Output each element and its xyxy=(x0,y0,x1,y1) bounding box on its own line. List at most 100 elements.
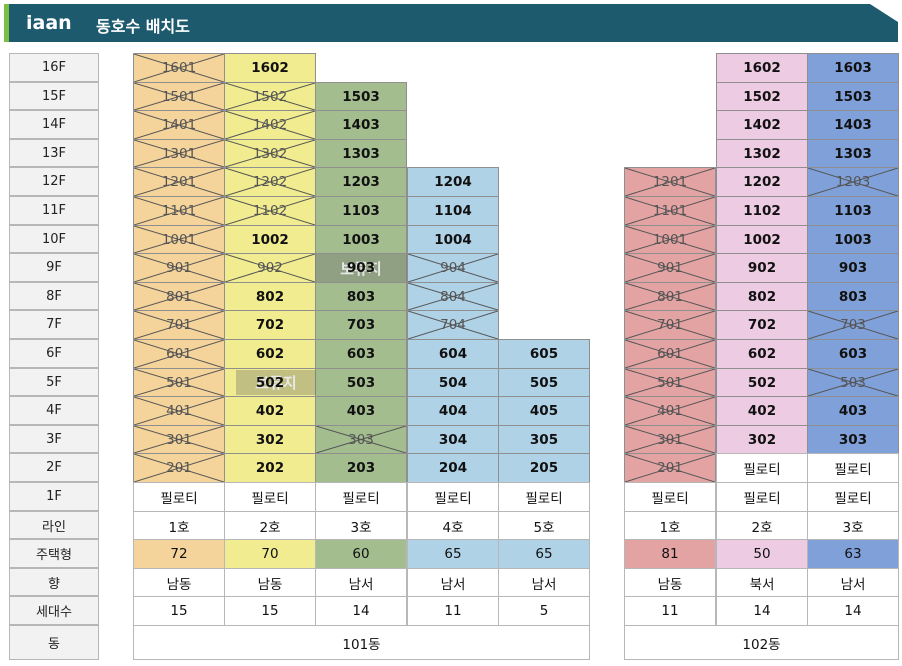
unit-cell[interactable]: 602 xyxy=(716,339,808,369)
unit-cell-crossed[interactable]: 501 xyxy=(624,368,716,397)
unit-cell[interactable]: 1503 xyxy=(807,82,899,111)
unit-cell[interactable]: 402 xyxy=(716,396,808,426)
unit-cell[interactable]: 1003 xyxy=(807,225,899,254)
unit-cell[interactable]: 403 xyxy=(315,396,407,426)
unit-cell-crossed[interactable]: 601 xyxy=(624,339,716,369)
unit-cell[interactable]: 403 xyxy=(807,396,899,426)
unit-cell-crossed[interactable]: 704 xyxy=(407,310,499,340)
unit-cell-crossed[interactable]: 1301 xyxy=(133,139,225,168)
unit-cell-crossed[interactable]: 1401 xyxy=(133,110,225,140)
unit-cell-crossed[interactable]: 401 xyxy=(624,396,716,426)
unit-cell-crossed[interactable]: 601 xyxy=(133,339,225,369)
unit-cell[interactable]: 305 xyxy=(498,425,590,454)
unit-cell-crossed[interactable]: 701 xyxy=(133,310,225,340)
unit-cell[interactable]: 902 xyxy=(716,253,808,283)
unit-cell[interactable]: 605 xyxy=(498,339,590,369)
unit-cell[interactable]: 1203 xyxy=(315,167,407,197)
unit-cell[interactable]: 1303 xyxy=(807,139,899,168)
unit-cell-crossed[interactable]: 703 xyxy=(807,310,899,340)
unit-cell-crossed[interactable]: 1203 xyxy=(807,167,899,197)
unit-cell-crossed[interactable]: 501 xyxy=(133,368,225,397)
unit-cell[interactable]: 503 xyxy=(315,368,407,397)
unit-cell[interactable]: 803 xyxy=(807,282,899,311)
unit-cell-crossed[interactable]: 904 xyxy=(407,253,499,283)
unit-cell-crossed[interactable]: 401 xyxy=(133,396,225,426)
unit-cell[interactable]: 502 xyxy=(716,368,808,397)
unit-cell[interactable]: 1103 xyxy=(315,196,407,226)
unit-cell[interactable]: 304 xyxy=(407,425,499,454)
unit-cell[interactable]: 302 xyxy=(224,425,316,454)
unit-cell[interactable]: 604 xyxy=(407,339,499,369)
unit-cell[interactable]: 1002 xyxy=(716,225,808,254)
unit-cell[interactable]: 1403 xyxy=(807,110,899,140)
unit-cell-crossed[interactable]: 301 xyxy=(133,425,225,454)
unit-cell[interactable]: 504 xyxy=(407,368,499,397)
unit-cell[interactable]: 802 xyxy=(224,282,316,311)
unit-cell-crossed[interactable]: 1201 xyxy=(133,167,225,197)
unit-cell-crossed[interactable]: 1402 xyxy=(224,110,316,140)
unit-cell[interactable]: 202 xyxy=(224,453,316,483)
unit-cell-crossed[interactable]: 1501 xyxy=(133,82,225,111)
unit-cell[interactable]: 1103 xyxy=(807,196,899,226)
unit-cell-crossed[interactable]: 1202 xyxy=(224,167,316,197)
unit-cell[interactable]: 1602 xyxy=(716,53,808,83)
unit-cell-crossed[interactable]: 201 xyxy=(624,453,716,483)
unit-cell-crossed[interactable]: 503 xyxy=(807,368,899,397)
unit-cell[interactable]: 1502 xyxy=(716,82,808,111)
unit-cell[interactable]: 405 xyxy=(498,396,590,426)
unit-cell[interactable]: 1104 xyxy=(407,196,499,226)
unit-cell-crossed[interactable]: 303 xyxy=(315,425,407,454)
unit-cell[interactable]: 903 xyxy=(807,253,899,283)
unit-cell-crossed[interactable]: 301 xyxy=(624,425,716,454)
unit-cell-crossed[interactable]: 201 xyxy=(133,453,225,483)
unit-cell[interactable]: 1303 xyxy=(315,139,407,168)
unit-cell[interactable]: 703 xyxy=(315,310,407,340)
unit-cell[interactable]: 1202 xyxy=(716,167,808,197)
unit-cell[interactable]: 802 xyxy=(716,282,808,311)
unit-cell-crossed[interactable]: 804 xyxy=(407,282,499,311)
unit-cell[interactable]: 204 xyxy=(407,453,499,483)
unit-cell[interactable]: 1602 xyxy=(224,53,316,83)
unit-cell-crossed[interactable]: 901 xyxy=(624,253,716,283)
unit-cell[interactable]: 1002 xyxy=(224,225,316,254)
unit-cell-crossed[interactable]: 1601 xyxy=(133,53,225,83)
unit-cell[interactable]: 1403 xyxy=(315,110,407,140)
unit-cell[interactable]: 1102 xyxy=(716,196,808,226)
unit-cell[interactable]: 1302 xyxy=(716,139,808,168)
unit-cell-crossed[interactable]: 801 xyxy=(624,282,716,311)
unit-cell[interactable]: 1603 xyxy=(807,53,899,83)
unit-cell-crossed[interactable]: 901 xyxy=(133,253,225,283)
unit-cell-crossed[interactable]: 1502 xyxy=(224,82,316,111)
unit-cell-crossed[interactable]: 1001 xyxy=(133,225,225,254)
unit-cell[interactable]: 505 xyxy=(498,368,590,397)
unit-cell[interactable]: 603 xyxy=(807,339,899,369)
unit-cell-crossed[interactable]: 701 xyxy=(624,310,716,340)
unit-cell[interactable]: 903 xyxy=(315,253,407,283)
unit-number: 503 xyxy=(840,374,866,391)
unit-cell-crossed[interactable]: 1001 xyxy=(624,225,716,254)
unit-cell-crossed[interactable]: 1101 xyxy=(624,196,716,226)
unit-cell-crossed[interactable]: 1201 xyxy=(624,167,716,197)
unit-cell-crossed[interactable]: 1102 xyxy=(224,196,316,226)
unit-cell[interactable]: 603 xyxy=(315,339,407,369)
unit-cell-crossed[interactable]: 1302 xyxy=(224,139,316,168)
unit-cell[interactable]: 602 xyxy=(224,339,316,369)
unit-cell[interactable]: 702 xyxy=(224,310,316,340)
unit-cell[interactable]: 702 xyxy=(716,310,808,340)
unit-cell[interactable]: 303 xyxy=(807,425,899,454)
unit-cell[interactable]: 402 xyxy=(224,396,316,426)
unit-cell[interactable]: 1503 xyxy=(315,82,407,111)
unit-cell[interactable]: 1003 xyxy=(315,225,407,254)
unit-cell[interactable]: 205 xyxy=(498,453,590,483)
unit-cell-crossed[interactable]: 902 xyxy=(224,253,316,283)
unit-cell[interactable]: 1402 xyxy=(716,110,808,140)
unit-cell[interactable]: 803 xyxy=(315,282,407,311)
unit-cell[interactable]: 1004 xyxy=(407,225,499,254)
unit-cell[interactable]: 203 xyxy=(315,453,407,483)
unit-cell[interactable]: 1204 xyxy=(407,167,499,197)
unit-cell[interactable]: 302 xyxy=(716,425,808,454)
unit-cell[interactable]: 404 xyxy=(407,396,499,426)
unit-cell-crossed[interactable]: 801 xyxy=(133,282,225,311)
unit-cell[interactable]: 502 xyxy=(224,368,316,397)
unit-cell-crossed[interactable]: 1101 xyxy=(133,196,225,226)
